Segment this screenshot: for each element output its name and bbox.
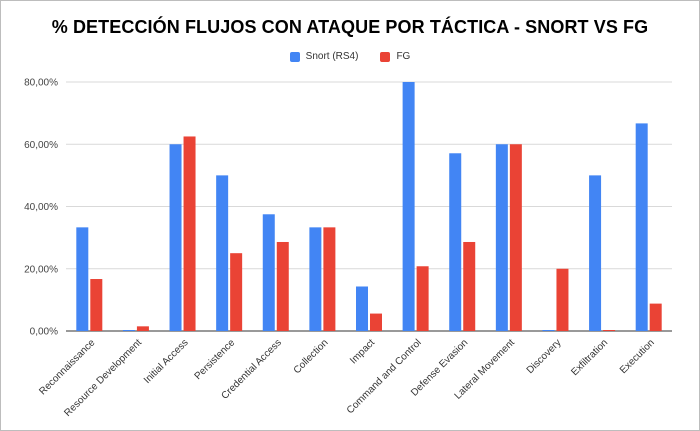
bar-snort [356, 286, 368, 331]
bar-snort [216, 175, 229, 331]
x-tick-label: Persistence [193, 337, 238, 382]
x-tick-label: Impact [348, 337, 377, 366]
bar-fg [90, 279, 103, 331]
bar-fg [556, 268, 569, 331]
x-tick-label: Resource Development [62, 337, 144, 419]
bar-fg [276, 241, 289, 331]
x-tick-label: Initial Access [142, 337, 191, 386]
x-tick-label: Execution [618, 337, 657, 376]
y-tick-label: 0,00% [30, 327, 58, 338]
chart-title: % DETECCIÓN FLUJOS CON ATAQUE POR TÁCTIC… [51, 17, 649, 37]
x-tick-label: Collection [292, 337, 331, 376]
bar-snort [262, 214, 275, 331]
bar-snort [635, 123, 648, 332]
legend-item-snort[interactable]: Snort (RS4) [289, 51, 359, 62]
y-tick-label: 40,00% [24, 202, 58, 213]
bar-snort [309, 227, 322, 331]
y-tick-label: 60,00% [24, 140, 58, 151]
bar-snort [169, 144, 182, 331]
legend-label-snort: Snort (RS4) [305, 51, 359, 62]
bar-fg [183, 136, 196, 331]
y-tick-label: 20,00% [24, 264, 58, 275]
bar-fg [603, 330, 616, 331]
bar-fg [370, 313, 382, 331]
legend-swatch-fg [380, 51, 391, 62]
bar-snort [542, 330, 555, 331]
bar-snort [449, 153, 462, 331]
bar-fg [323, 227, 336, 331]
bar-fg [230, 253, 243, 331]
bar-snort [402, 82, 415, 331]
legend-swatch-snort [289, 51, 300, 62]
legend-label-fg: FG [396, 51, 411, 62]
x-tick-label: Exfiltration [569, 337, 610, 378]
bar-snort [122, 330, 135, 331]
bar-fg [416, 266, 429, 331]
bar-fg [509, 144, 522, 331]
bar-snort [589, 175, 602, 331]
y-tick-label: 80,00% [24, 78, 58, 89]
bar-fg [649, 303, 662, 331]
bar-fg [463, 241, 476, 331]
bar-snort [76, 227, 89, 331]
chart-legend: Snort (RS4) FG [0, 51, 700, 62]
bar-snort [495, 144, 508, 331]
bar-fg [136, 326, 149, 331]
legend-item-fg[interactable]: FG [380, 51, 410, 62]
x-tick-label: Discovery [525, 337, 564, 376]
